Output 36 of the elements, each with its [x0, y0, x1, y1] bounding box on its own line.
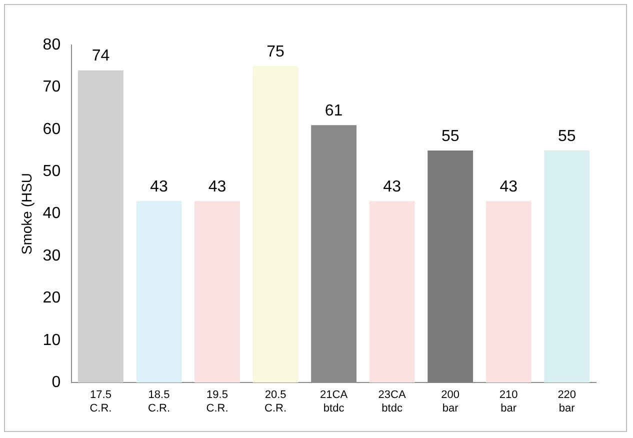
y-tick-label: 40	[42, 205, 61, 222]
y-tick-label: 70	[42, 78, 61, 96]
data-label: 43	[500, 178, 518, 196]
bar	[428, 150, 474, 383]
data-label: 43	[150, 178, 168, 196]
y-tick-label: 10	[42, 332, 61, 349]
data-label: 55	[441, 128, 460, 145]
x-tick-label: 19.5 C.R.	[206, 389, 228, 414]
x-tick-label: 210 bar	[499, 389, 518, 414]
data-label: 61	[324, 102, 343, 120]
x-tick-label: 220 bar	[558, 389, 576, 414]
data-label: 74	[92, 48, 110, 65]
y-tick-label: 0	[52, 374, 61, 392]
y-tick-label: 80	[42, 36, 61, 54]
x-tick-label: 20.5 C.R.	[264, 389, 287, 414]
bar	[78, 70, 124, 383]
data-label: 43	[383, 178, 402, 196]
x-tick-label: 23CA btdc	[378, 389, 406, 414]
y-tick-label: 20	[42, 290, 61, 307]
y-tick-label: 50	[42, 163, 61, 180]
data-label: 75	[266, 44, 285, 61]
data-label: 55	[558, 128, 576, 145]
y-axis-title: Smoke (HSU	[18, 172, 34, 255]
y-tick-label: 60	[42, 120, 61, 138]
x-tick-label: 200 bar	[441, 389, 460, 414]
bar	[486, 201, 532, 383]
bar	[252, 66, 298, 383]
x-tick-label: 17.5 C.R.	[90, 389, 112, 414]
bar	[136, 201, 182, 383]
bar	[194, 201, 240, 383]
x-tick-label: 21CA btdc	[320, 389, 348, 414]
bar	[544, 150, 590, 383]
y-tick-label: 30	[42, 247, 61, 264]
x-tick-label: 18.5 C.R.	[148, 389, 170, 414]
data-label: 43	[208, 178, 226, 196]
bar	[369, 201, 415, 383]
